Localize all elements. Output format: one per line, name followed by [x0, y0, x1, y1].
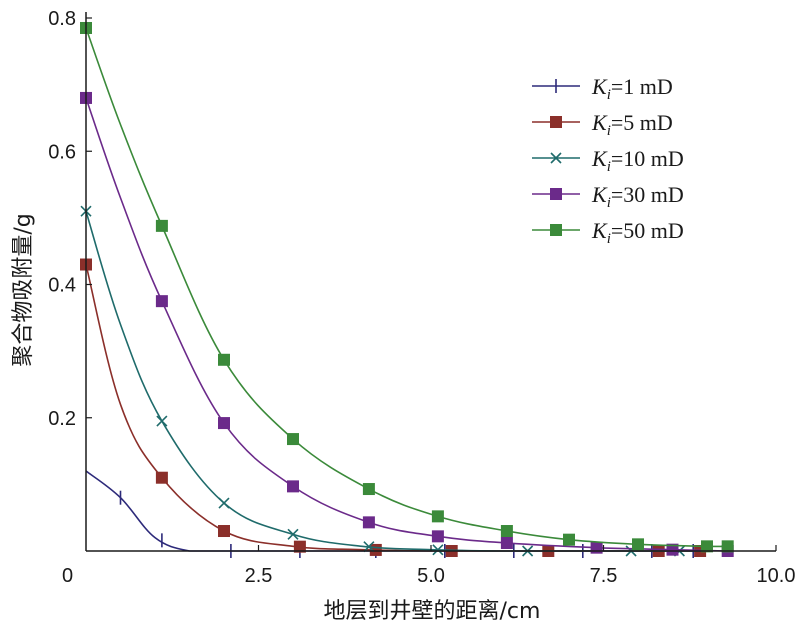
legend-label: Ki=1 mD — [591, 74, 673, 103]
data-point — [666, 543, 679, 556]
legend-item: Ki=30 mD — [532, 182, 684, 211]
data-point — [432, 544, 444, 556]
series-1 — [85, 470, 707, 558]
data-point — [500, 537, 513, 550]
series-3 — [80, 205, 707, 557]
legend-marker — [550, 152, 562, 164]
series-line — [85, 210, 707, 552]
data-point — [287, 528, 299, 540]
series-line — [85, 470, 707, 552]
data-point — [293, 540, 306, 553]
y-tick-label: 0.8 — [48, 8, 76, 30]
legend-item: Ki=5 mD — [532, 110, 673, 139]
legend-item: Ki=10 mD — [532, 146, 684, 175]
legend-label: Ki=30 mD — [591, 182, 684, 211]
data-point — [287, 480, 299, 493]
series-line — [85, 27, 728, 548]
data-point — [218, 525, 230, 538]
data-point — [155, 471, 168, 484]
legend-label: Ki=50 mD — [591, 218, 684, 247]
series-line — [85, 264, 707, 552]
data-point — [218, 497, 230, 509]
origin-label: 0 — [62, 565, 73, 587]
data-point — [155, 295, 168, 308]
series-layer — [80, 21, 734, 558]
data-point — [369, 543, 382, 556]
y-tick-label: 0.4 — [48, 275, 76, 297]
x-tick-label: 7.5 — [590, 565, 618, 587]
data-point — [431, 530, 444, 543]
data-point — [431, 510, 444, 523]
data-point — [500, 525, 513, 538]
legend-label: Ki=5 mD — [591, 110, 673, 139]
tick-layer: 2.5 5.0 7.5 10.0 0.2 0.4 0.6 0.8 — [48, 8, 795, 587]
y-tick-label: 0.6 — [48, 141, 76, 163]
y-tick-label: 0.2 — [48, 408, 76, 430]
data-point — [362, 483, 375, 496]
y-axis-title: 聚合物吸附量/g — [11, 213, 36, 366]
x-tick-label: 2.5 — [245, 565, 273, 587]
data-point — [218, 353, 230, 366]
data-point — [701, 540, 713, 553]
legend-marker — [550, 188, 562, 200]
legend-item: Ki=50 mD — [532, 218, 684, 247]
data-point — [155, 219, 168, 232]
data-point — [363, 541, 375, 553]
data-point — [563, 533, 575, 546]
series-2 — [80, 258, 707, 557]
legend: Ki=1 mD Ki=5 mD Ki=10 mD Ki=30 mD Ki=50 mD — [532, 74, 684, 247]
data-point — [721, 540, 734, 553]
data-point — [287, 433, 299, 446]
x-tick-label: 5.0 — [417, 565, 445, 587]
x-tick-label: 10.0 — [757, 565, 796, 587]
legend-marker — [550, 224, 562, 236]
legend-item: Ki=1 mD — [532, 74, 673, 103]
legend-label: Ki=10 mD — [591, 146, 684, 175]
data-point — [632, 538, 644, 551]
legend-marker — [550, 116, 562, 128]
data-point — [156, 415, 168, 427]
data-point — [218, 417, 230, 430]
series-5 — [80, 21, 734, 553]
data-point — [362, 516, 375, 529]
x-axis-title: 地层到井壁的距离/cm — [324, 599, 541, 624]
